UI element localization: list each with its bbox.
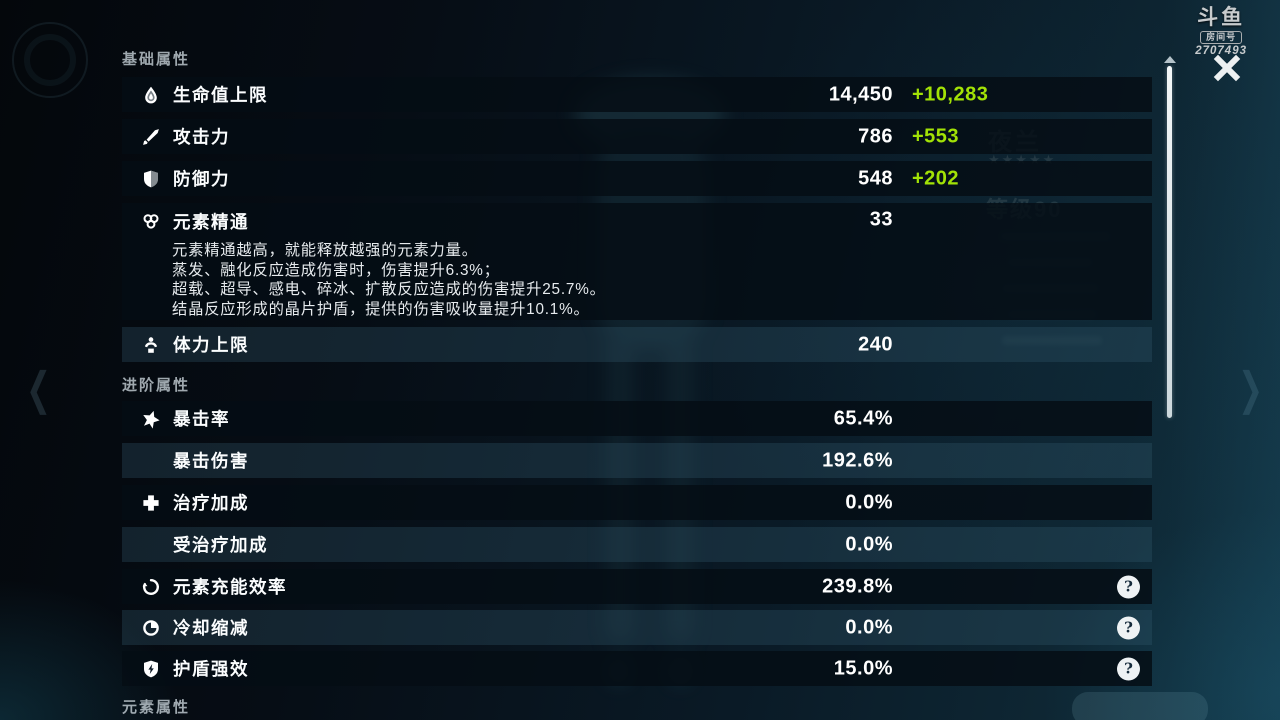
help-icon[interactable]: ? [1117,616,1140,639]
row-crit-dmg: 暴击伤害 192.6% [122,443,1152,478]
stat-label: 攻击力 [173,127,230,147]
ghost-stat-line [1002,336,1102,345]
stat-label: 生命值上限 [173,85,268,105]
stat-value: 33 [869,208,893,231]
stat-value: 0.0% [845,491,893,513]
cooldown-reduction-icon [141,618,161,638]
row-energy-recharge: 元素充能效率 239.8% ? [122,569,1152,604]
row-max-stamina: 体力上限 240 [122,327,1152,362]
energy-recharge-icon [141,577,161,597]
stat-value: 240 [858,333,893,355]
stat-value: 0.0% [845,533,893,555]
stat-value: 192.6% [822,449,893,471]
row-elemental-mastery: 元素精通 33 元素精通越高，就能释放越强的元素力量。 蒸发、融化反应造成伤害时… [122,203,1152,320]
douyu-logo: 斗鱼 [1197,6,1246,29]
chevron-right-icon: ❯ [1238,363,1263,416]
stat-label: 元素精通 [173,212,249,232]
ghost-button [1072,692,1208,720]
elemental-mastery-description: 元素精通越高，就能释放越强的元素力量。 蒸发、融化反应造成伤害时，伤害提升6.3… [172,241,606,319]
row-shield-strength: 护盾强效 15.0% ? [122,651,1152,686]
crit-rate-icon [141,409,161,429]
row-max-hp: 生命值上限 14,450 +10,283 [122,77,1152,112]
row-attack: 攻击力 786 +553 [122,119,1152,154]
stat-value: 65.4% [833,407,893,429]
stat-value: 0.0% [845,616,893,638]
close-icon [1213,54,1241,82]
hp-icon [141,85,161,105]
no-icon [141,451,161,471]
scrollbar-up-arrow-icon[interactable] [1164,56,1176,63]
section-elemental-attributes: 元素属性 [122,699,191,716]
stat-value: 15.0% [833,657,893,679]
room-label-badge: 房间号 [1200,31,1243,44]
chevron-left-icon: ❮ [26,364,52,415]
right-edge-glow [1170,0,1280,720]
scrollbar-thumb[interactable] [1167,66,1172,418]
stat-label: 体力上限 [173,335,249,355]
healing-bonus-icon [141,493,161,513]
element-emblem-ghost [12,22,88,98]
stat-label: 暴击率 [173,409,230,429]
defense-icon [141,169,161,189]
row-cooldown-reduction: 冷却缩减 0.0% ? [122,610,1152,645]
stat-label: 治疗加成 [173,493,249,513]
stat-bonus: +202 [912,167,960,189]
close-button[interactable] [1211,52,1243,84]
no-icon [141,535,161,555]
elemental-mastery-icon [141,211,161,231]
stat-label: 冷却缩减 [173,618,249,638]
shield-strength-icon [141,659,161,679]
stamina-icon [141,335,161,355]
stat-label: 防御力 [173,169,230,189]
help-icon[interactable]: ? [1117,657,1140,680]
attack-icon [141,127,161,147]
douyu-watermark: 斗鱼 房间号 2707493 [1195,7,1247,58]
stat-bonus: +553 [912,125,960,147]
section-base-attributes: 基础属性 [122,51,191,68]
description-line: 结晶反应形成的晶片护盾，提供的伤害吸收量提升10.1%。 [172,300,590,318]
room-number: 2707493 [1195,45,1247,57]
stat-label: 元素充能效率 [173,577,287,597]
stat-value: 14,450 [828,83,893,105]
stat-label: 受治疗加成 [173,535,268,555]
stat-value: 786 [858,125,893,147]
stat-label: 护盾强效 [173,659,249,679]
row-incoming-healing-bonus: 受治疗加成 0.0% [122,527,1152,562]
row-defense: 防御力 548 +202 [122,161,1152,196]
stat-label: 暴击伤害 [173,451,249,471]
row-healing-bonus: 治疗加成 0.0% [122,485,1152,520]
stat-value: 239.8% [822,575,893,597]
description-line: 元素精通越高，就能释放越强的元素力量。 [172,242,478,259]
stat-bonus: +10,283 [912,83,989,105]
section-advanced-attributes: 进阶属性 [122,377,191,394]
attributes-panel: 基础属性 生命值上限 14,450 +10,283 攻击力 786 +553 防… [122,0,1152,720]
stat-value: 548 [858,167,893,189]
row-crit-rate: 暴击率 65.4% [122,401,1152,436]
description-line: 超载、超导、感电、碎冰、扩散反应造成的伤害提升25.7%。 [172,281,606,299]
help-icon[interactable]: ? [1117,575,1140,598]
description-line: 蒸发、融化反应造成伤害时，伤害提升6.3%； [172,261,500,279]
